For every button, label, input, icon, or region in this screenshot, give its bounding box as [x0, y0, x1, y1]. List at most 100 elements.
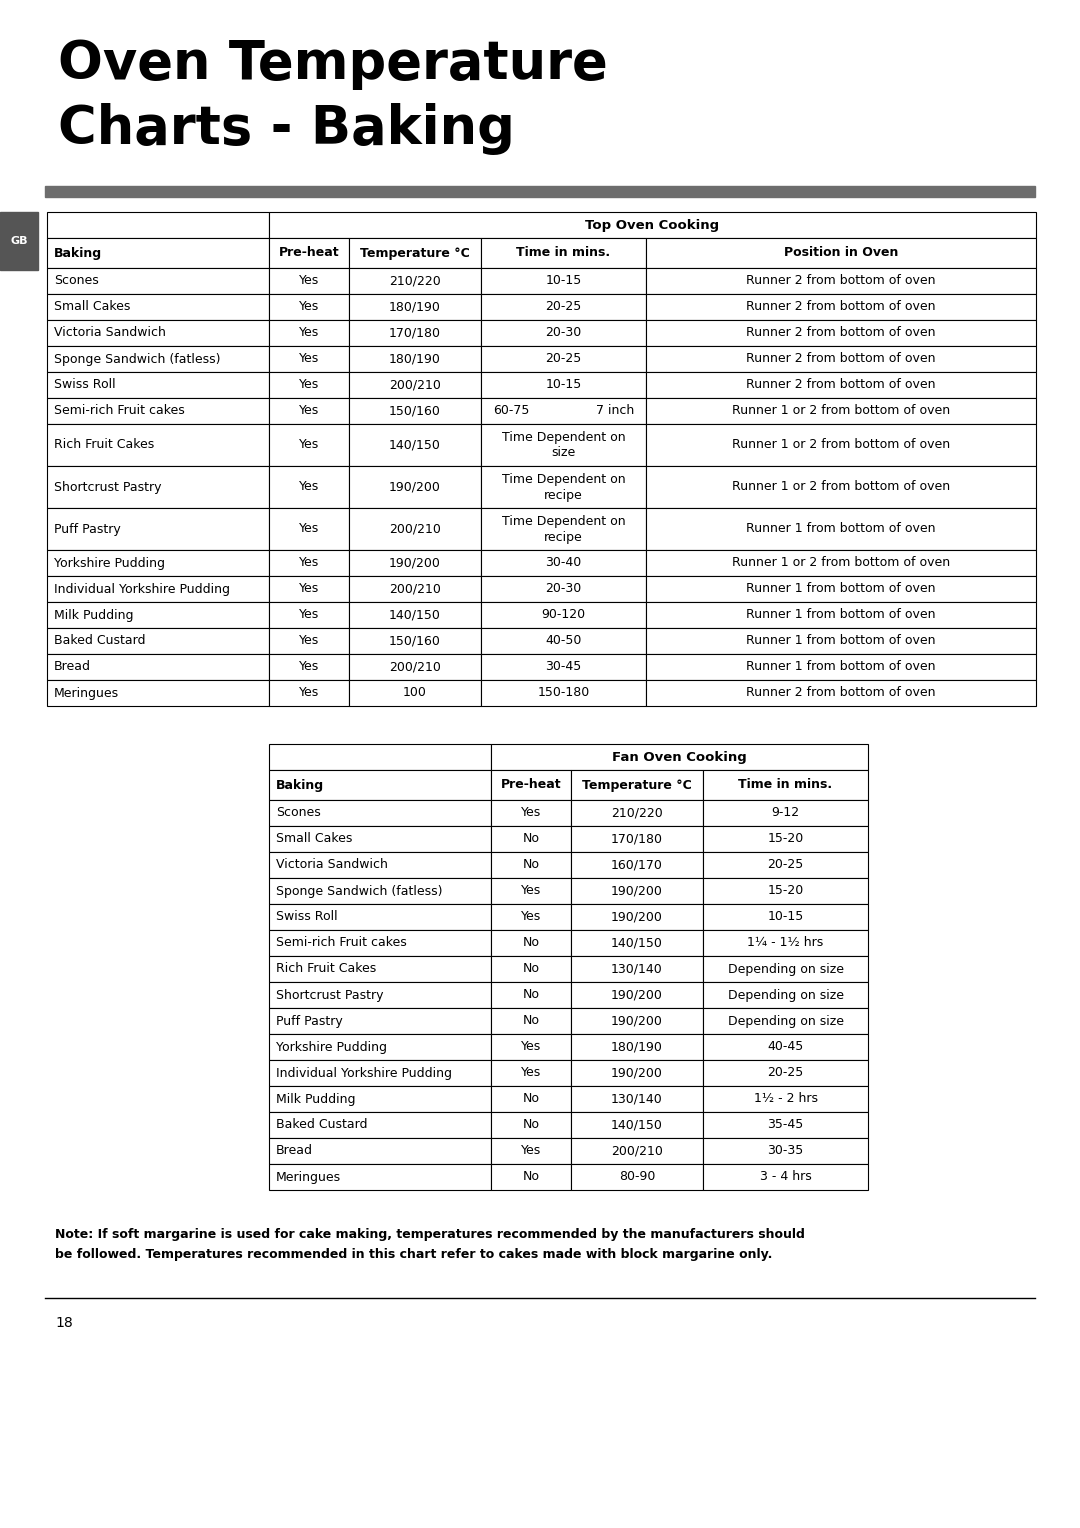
Text: Yes: Yes: [299, 634, 319, 648]
Text: Runner 1 from bottom of oven: Runner 1 from bottom of oven: [746, 608, 935, 622]
Bar: [48, 507, 269, 550]
Text: Yes: Yes: [299, 439, 319, 451]
Text: Yes: Yes: [521, 885, 541, 897]
Text: 210/220: 210/220: [611, 807, 663, 819]
Text: 20-30: 20-30: [545, 582, 582, 596]
Text: Baking: Baking: [276, 778, 324, 792]
Bar: [269, 853, 491, 879]
Bar: [481, 423, 646, 466]
Bar: [269, 827, 491, 853]
Bar: [703, 801, 868, 827]
Text: Puff Pastry: Puff Pastry: [54, 523, 121, 535]
Text: Sponge Sandwich (fatless): Sponge Sandwich (fatless): [54, 353, 220, 365]
Bar: [349, 267, 481, 293]
Text: 15-20: 15-20: [768, 833, 804, 845]
Text: 10-15: 10-15: [545, 275, 582, 287]
Bar: [703, 1086, 868, 1112]
Text: Pre-heat: Pre-heat: [501, 778, 562, 792]
Bar: [481, 680, 646, 706]
Bar: [269, 576, 349, 602]
Bar: [269, 345, 349, 371]
Text: 150/160: 150/160: [389, 405, 441, 417]
Bar: [703, 1164, 868, 1190]
Text: 130/140: 130/140: [611, 963, 663, 975]
Text: 9-12: 9-12: [771, 807, 799, 819]
Bar: [491, 770, 571, 801]
Text: Time Dependent on: Time Dependent on: [502, 472, 625, 486]
Text: Scones: Scones: [276, 807, 321, 819]
Text: 180/190: 180/190: [611, 1041, 663, 1053]
Bar: [571, 1086, 703, 1112]
Bar: [646, 397, 1036, 423]
Text: 100: 100: [403, 686, 427, 700]
Text: Semi-rich Fruit cakes: Semi-rich Fruit cakes: [276, 937, 407, 949]
Bar: [269, 466, 349, 507]
Text: Yes: Yes: [299, 480, 319, 494]
Text: Yes: Yes: [299, 353, 319, 365]
Bar: [646, 267, 1036, 293]
Text: Yes: Yes: [521, 807, 541, 819]
Text: Yes: Yes: [299, 301, 319, 313]
Bar: [48, 423, 269, 466]
Text: Temperature °C: Temperature °C: [360, 246, 470, 260]
Text: Yes: Yes: [521, 1067, 541, 1079]
Bar: [269, 1086, 491, 1112]
Text: 140/150: 140/150: [389, 439, 441, 451]
Bar: [269, 602, 349, 628]
Text: 20-25: 20-25: [545, 301, 582, 313]
Text: Yes: Yes: [521, 1041, 541, 1053]
Bar: [491, 1034, 571, 1060]
Text: Swiss Roll: Swiss Roll: [276, 911, 338, 923]
Text: 15-20: 15-20: [768, 885, 804, 897]
Text: Note: If soft margarine is used for cake making, temperatures recommended by the: Note: If soft margarine is used for cake…: [55, 1229, 805, 1241]
Text: 200/210: 200/210: [611, 1144, 663, 1158]
Text: 200/210: 200/210: [389, 379, 441, 391]
Text: No: No: [523, 1118, 540, 1132]
Text: Milk Pudding: Milk Pudding: [276, 1093, 355, 1105]
Bar: [571, 879, 703, 905]
Bar: [646, 423, 1036, 466]
Bar: [481, 345, 646, 371]
Bar: [491, 744, 868, 770]
Bar: [48, 397, 269, 423]
Bar: [481, 550, 646, 576]
Bar: [646, 550, 1036, 576]
Text: Runner 1 or 2 from bottom of oven: Runner 1 or 2 from bottom of oven: [732, 405, 950, 417]
Bar: [646, 319, 1036, 345]
Bar: [703, 1138, 868, 1164]
Text: Temperature °C: Temperature °C: [582, 778, 692, 792]
Text: 130/140: 130/140: [611, 1093, 663, 1105]
Text: 90-120: 90-120: [541, 608, 585, 622]
Text: Small Cakes: Small Cakes: [276, 833, 352, 845]
Bar: [703, 905, 868, 931]
Text: Yes: Yes: [299, 582, 319, 596]
Bar: [48, 319, 269, 345]
Bar: [269, 423, 349, 466]
Text: Depending on size: Depending on size: [728, 963, 843, 975]
Bar: [48, 680, 269, 706]
Text: Yes: Yes: [299, 686, 319, 700]
Text: Charts - Baking: Charts - Baking: [58, 102, 515, 154]
Text: 7 inch: 7 inch: [596, 405, 634, 417]
Bar: [491, 853, 571, 879]
Bar: [269, 1008, 491, 1034]
Bar: [349, 628, 481, 654]
Text: Semi-rich Fruit cakes: Semi-rich Fruit cakes: [54, 405, 185, 417]
Text: No: No: [523, 937, 540, 949]
Text: Runner 2 from bottom of oven: Runner 2 from bottom of oven: [746, 301, 935, 313]
Text: 20-25: 20-25: [768, 1067, 804, 1079]
Text: Shortcrust Pastry: Shortcrust Pastry: [54, 480, 162, 494]
Text: Victoria Sandwich: Victoria Sandwich: [276, 859, 388, 871]
Bar: [349, 319, 481, 345]
Text: Shortcrust Pastry: Shortcrust Pastry: [276, 989, 383, 1001]
Bar: [703, 1060, 868, 1086]
Text: Time in mins.: Time in mins.: [516, 246, 610, 260]
Bar: [703, 957, 868, 983]
Text: 210/220: 210/220: [389, 275, 441, 287]
Text: Runner 2 from bottom of oven: Runner 2 from bottom of oven: [746, 379, 935, 391]
Bar: [269, 397, 349, 423]
Bar: [646, 602, 1036, 628]
Bar: [571, 1008, 703, 1034]
Text: Baked Custard: Baked Custard: [276, 1118, 367, 1132]
Bar: [269, 879, 491, 905]
